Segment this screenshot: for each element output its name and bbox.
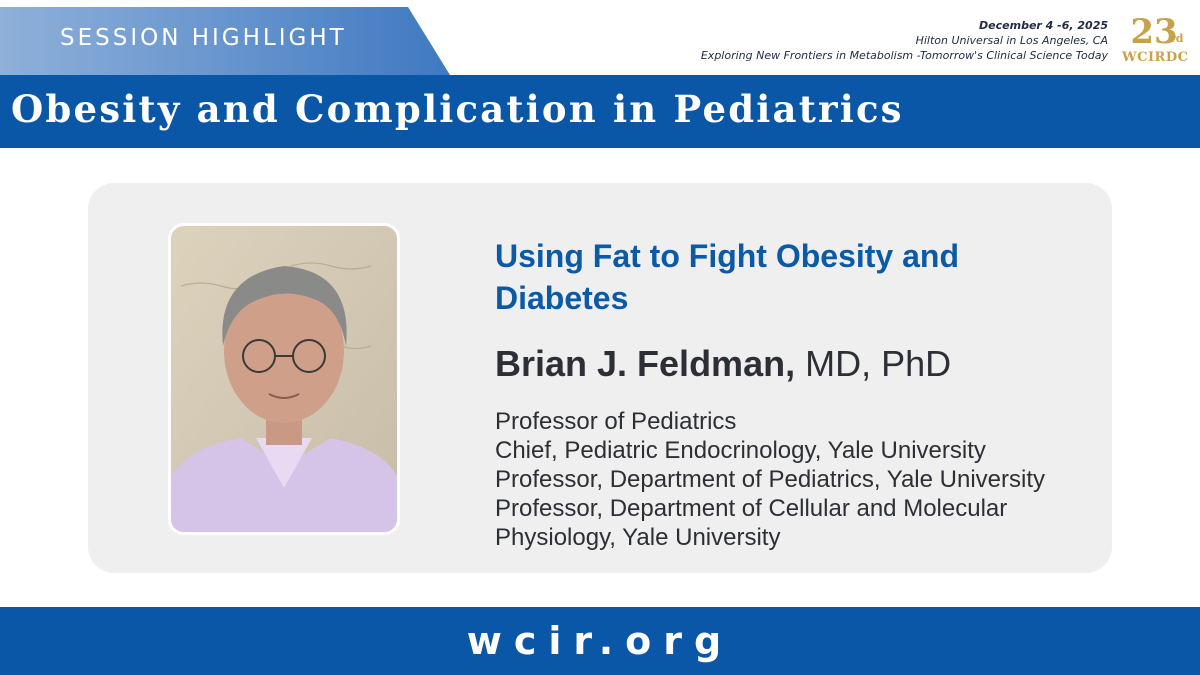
speaker-credentials: MD, PhD [795, 343, 952, 384]
affiliation-line: Professor of Pediatrics [495, 408, 737, 435]
speaker-name: Brian J. Feldman, [495, 343, 796, 384]
affiliation-line: Chief, Pediatric Endocrinology, Yale Uni… [495, 437, 986, 464]
event-tagline: Exploring New Frontiers in Metabolism -T… [700, 49, 1108, 62]
event-venue: Hilton Universal in Los Angeles, CA [915, 34, 1108, 47]
speaker-card: Using Fat to Fight Obesity and Diabetes … [88, 183, 1112, 573]
footer-bar: wcir.org [0, 607, 1200, 675]
wcirdc-logo: 23 rd WCIRDC [1122, 12, 1189, 72]
website-link[interactable]: wcir.org [466, 619, 734, 663]
speaker-portrait-image [171, 226, 397, 532]
logo-name: WCIRDC [1122, 50, 1189, 65]
speaker-heading: Brian J. Feldman, MD, PhD [495, 343, 951, 385]
event-info: December 4 -6, 2025 Hilton Universal in … [701, 18, 1108, 63]
event-date: December 4 -6, 2025 [979, 19, 1108, 32]
session-highlight-banner [0, 7, 450, 75]
session-highlight-label: SESSION HIGHLIGHT [60, 25, 347, 51]
session-title: Obesity and Complication in Pediatrics [11, 87, 904, 131]
affiliation-line: Physiology, Yale University [495, 524, 781, 551]
talk-title: Using Fat to Fight Obesity and Diabetes [495, 238, 959, 316]
logo-number: 23 [1130, 12, 1178, 52]
session-title-bar: Obesity and Complication in Pediatrics [0, 75, 1200, 148]
logo-suffix: rd [1170, 32, 1184, 45]
speaker-photo [168, 223, 400, 535]
affiliation-line: Professor, Department of Pediatrics, Yal… [495, 466, 1046, 493]
affiliation-line: Professor, Department of Cellular and Mo… [495, 495, 1008, 522]
speaker-affiliations: Professor of Pediatrics Chief, Pediatric… [495, 407, 1095, 552]
